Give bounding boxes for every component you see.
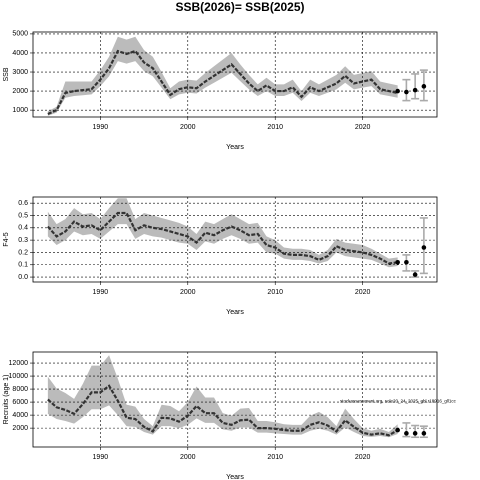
y-tick-label: 8000 [12,386,28,393]
x-tick-label: 1990 [93,289,109,296]
x-tick-label: 2020 [355,289,371,296]
x-axis-label: Years [226,144,244,151]
y-tick-label: 0.6 [18,200,28,207]
y-tick-label: 2000 [12,88,28,95]
projection-point [421,84,427,89]
x-tick-label: 2010 [267,124,283,131]
y-tick-label: 10000 [9,373,29,380]
x-axis-label: Years [226,309,244,316]
y-tick-label: 2000 [12,425,28,432]
y-tick-label: 3000 [12,69,28,76]
y-tick-label: 0.1 [18,262,28,269]
y-tick-label: 4000 [12,412,28,419]
y-tick-label: 12000 [9,360,29,367]
x-tick-label: 2010 [267,289,283,296]
projection-point [404,89,409,95]
x-tick-label: 2010 [267,454,283,461]
projection-point [395,259,400,265]
plot-frame [32,31,438,118]
x-tick-label: 2020 [355,454,371,461]
y-tick-label: 0.3 [18,237,28,244]
y-tick-label: 5000 [12,31,28,38]
y-axis-label: Recruits (age 1) [3,375,10,425]
x-tick-label: 2000 [180,124,196,131]
confidence-band [47,36,398,116]
y-tick-label: 0.0 [18,274,28,281]
x-tick-label: 2000 [180,289,196,296]
y-axis-label: F4-5 [3,232,10,247]
plot-frame [32,196,438,283]
projection-point [421,431,427,436]
x-tick-label: 2020 [355,124,371,131]
projection-point [395,88,400,94]
y-tick-label: 1000 [12,107,28,114]
annotation: stockassessment.org, sole20_24_2025_gbl.… [340,399,457,404]
projection-point [404,259,409,265]
projection-point [412,431,418,436]
estimate-line [47,49,398,115]
x-axis-label: Years [226,474,244,480]
y-axis-label: SSB [3,67,10,81]
plot-frame [32,351,438,448]
x-tick-label: 2000 [180,454,196,461]
y-tick-label: 0.5 [18,212,28,219]
confidence-band [47,355,398,438]
projection-point [404,431,409,436]
estimate-line [47,211,398,265]
projection-point [412,87,418,93]
x-tick-label: 1990 [93,454,109,461]
y-tick-label: 4000 [12,50,28,57]
estimate-line [47,384,399,437]
page-title: SSB(2026)= SSB(2025) [175,0,304,14]
y-tick-label: 6000 [12,399,28,406]
confidence-band [47,198,398,268]
projection-point [395,427,400,433]
projection-point [412,272,418,277]
y-tick-label: 0.4 [18,225,28,232]
y-tick-label: 0.2 [18,249,28,256]
x-tick-label: 1990 [93,124,109,131]
projection-point [421,245,427,250]
